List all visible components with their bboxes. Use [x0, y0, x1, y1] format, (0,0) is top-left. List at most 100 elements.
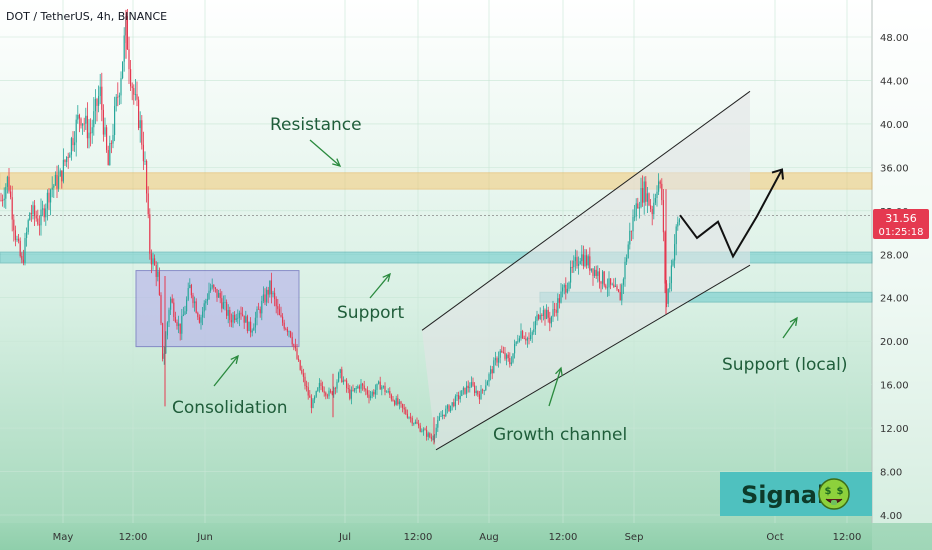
candle-body — [424, 429, 426, 431]
candle-body — [349, 389, 351, 399]
candle-body — [186, 299, 188, 312]
candle-body — [62, 159, 64, 182]
candle-body — [370, 395, 372, 399]
candle-body — [528, 338, 530, 340]
candle-body — [416, 421, 418, 424]
candle-body — [595, 269, 597, 276]
candle-body — [286, 329, 288, 332]
candle-body — [400, 401, 402, 404]
candle-body — [392, 399, 394, 401]
candle-body — [360, 383, 362, 389]
candle-body — [171, 298, 173, 303]
candle-body — [114, 106, 116, 135]
candle-body — [390, 394, 392, 400]
candle-body — [66, 156, 68, 163]
candle-body — [40, 209, 42, 226]
candle-body — [142, 144, 144, 162]
candle-body — [246, 316, 248, 331]
candle-body — [651, 208, 653, 215]
time-axis-background[interactable] — [0, 523, 872, 550]
candle-body — [42, 208, 44, 210]
candle-body — [216, 288, 218, 298]
candle-body — [166, 322, 168, 336]
candle-body — [10, 191, 12, 198]
candle-body — [387, 391, 389, 392]
candle-body — [291, 336, 293, 345]
candle-body — [365, 389, 367, 391]
candle-body — [109, 142, 111, 166]
candle-body — [256, 308, 258, 318]
growth-channel-arrow — [548, 367, 562, 407]
candle-body — [29, 213, 31, 221]
candle-body — [237, 317, 239, 319]
candle-body — [622, 279, 624, 285]
candle-body — [678, 219, 680, 223]
candle-body — [602, 271, 604, 284]
candle-body — [3, 198, 5, 201]
candle-body — [344, 380, 346, 382]
candle-body — [563, 284, 565, 288]
candle-body — [352, 390, 354, 391]
candle-body — [270, 280, 272, 295]
support-arrow-head — [382, 272, 391, 282]
candle-body — [520, 331, 522, 339]
candle-body — [421, 431, 423, 433]
candle-body — [152, 258, 154, 265]
candle-body — [448, 405, 450, 412]
candle-body — [589, 256, 591, 271]
candle-body — [51, 187, 53, 190]
candle-body — [189, 284, 191, 289]
candle-body — [611, 284, 613, 286]
candle-body — [53, 185, 55, 188]
consolidation-arrow-head — [230, 354, 239, 364]
candle-body — [70, 138, 72, 155]
annotations: Resistance Support Support (local) Consolid… — [172, 115, 847, 445]
candle-body — [517, 341, 519, 343]
candle-body — [240, 312, 242, 315]
candle-body — [405, 409, 407, 414]
candle-body — [210, 287, 212, 291]
candle-body — [478, 394, 480, 400]
candle-body — [526, 338, 528, 341]
candle-body — [288, 331, 290, 333]
candle-body — [242, 314, 244, 316]
candle-body — [538, 314, 540, 319]
candle-body — [605, 285, 607, 288]
candle-body — [355, 388, 357, 389]
candle-body — [280, 314, 282, 317]
candle-body — [621, 284, 623, 301]
candle-body — [238, 312, 240, 318]
candle-body — [0, 199, 2, 201]
candle-body — [264, 294, 266, 303]
candle-body — [267, 289, 269, 295]
candle-body — [96, 99, 98, 106]
candle-body — [277, 306, 279, 309]
candle-body — [398, 401, 400, 405]
candle-body — [272, 292, 274, 295]
candle-body — [134, 94, 136, 95]
candle-body — [168, 309, 170, 323]
candle-body — [155, 264, 157, 277]
time-tick-label: Sep — [625, 532, 644, 543]
price-axis-background[interactable] — [872, 0, 932, 523]
candle-body — [402, 403, 404, 408]
candle-body — [429, 433, 431, 438]
candle-body — [227, 310, 229, 316]
candle-body — [539, 315, 541, 319]
candle-body — [336, 381, 338, 389]
candle-body — [126, 16, 128, 50]
candle-body — [608, 278, 610, 288]
candle-body — [346, 380, 348, 389]
candle-body — [213, 285, 215, 288]
candle-body — [677, 222, 679, 227]
candle-body — [541, 315, 543, 316]
candle-body — [274, 292, 276, 299]
candle-body — [544, 310, 546, 320]
candle-body — [613, 284, 615, 287]
candle-body — [630, 230, 632, 232]
candle-body — [562, 287, 564, 292]
candle-body — [461, 390, 463, 396]
candle-body — [120, 78, 122, 96]
candle-body — [581, 254, 583, 262]
candle-body — [94, 99, 96, 112]
